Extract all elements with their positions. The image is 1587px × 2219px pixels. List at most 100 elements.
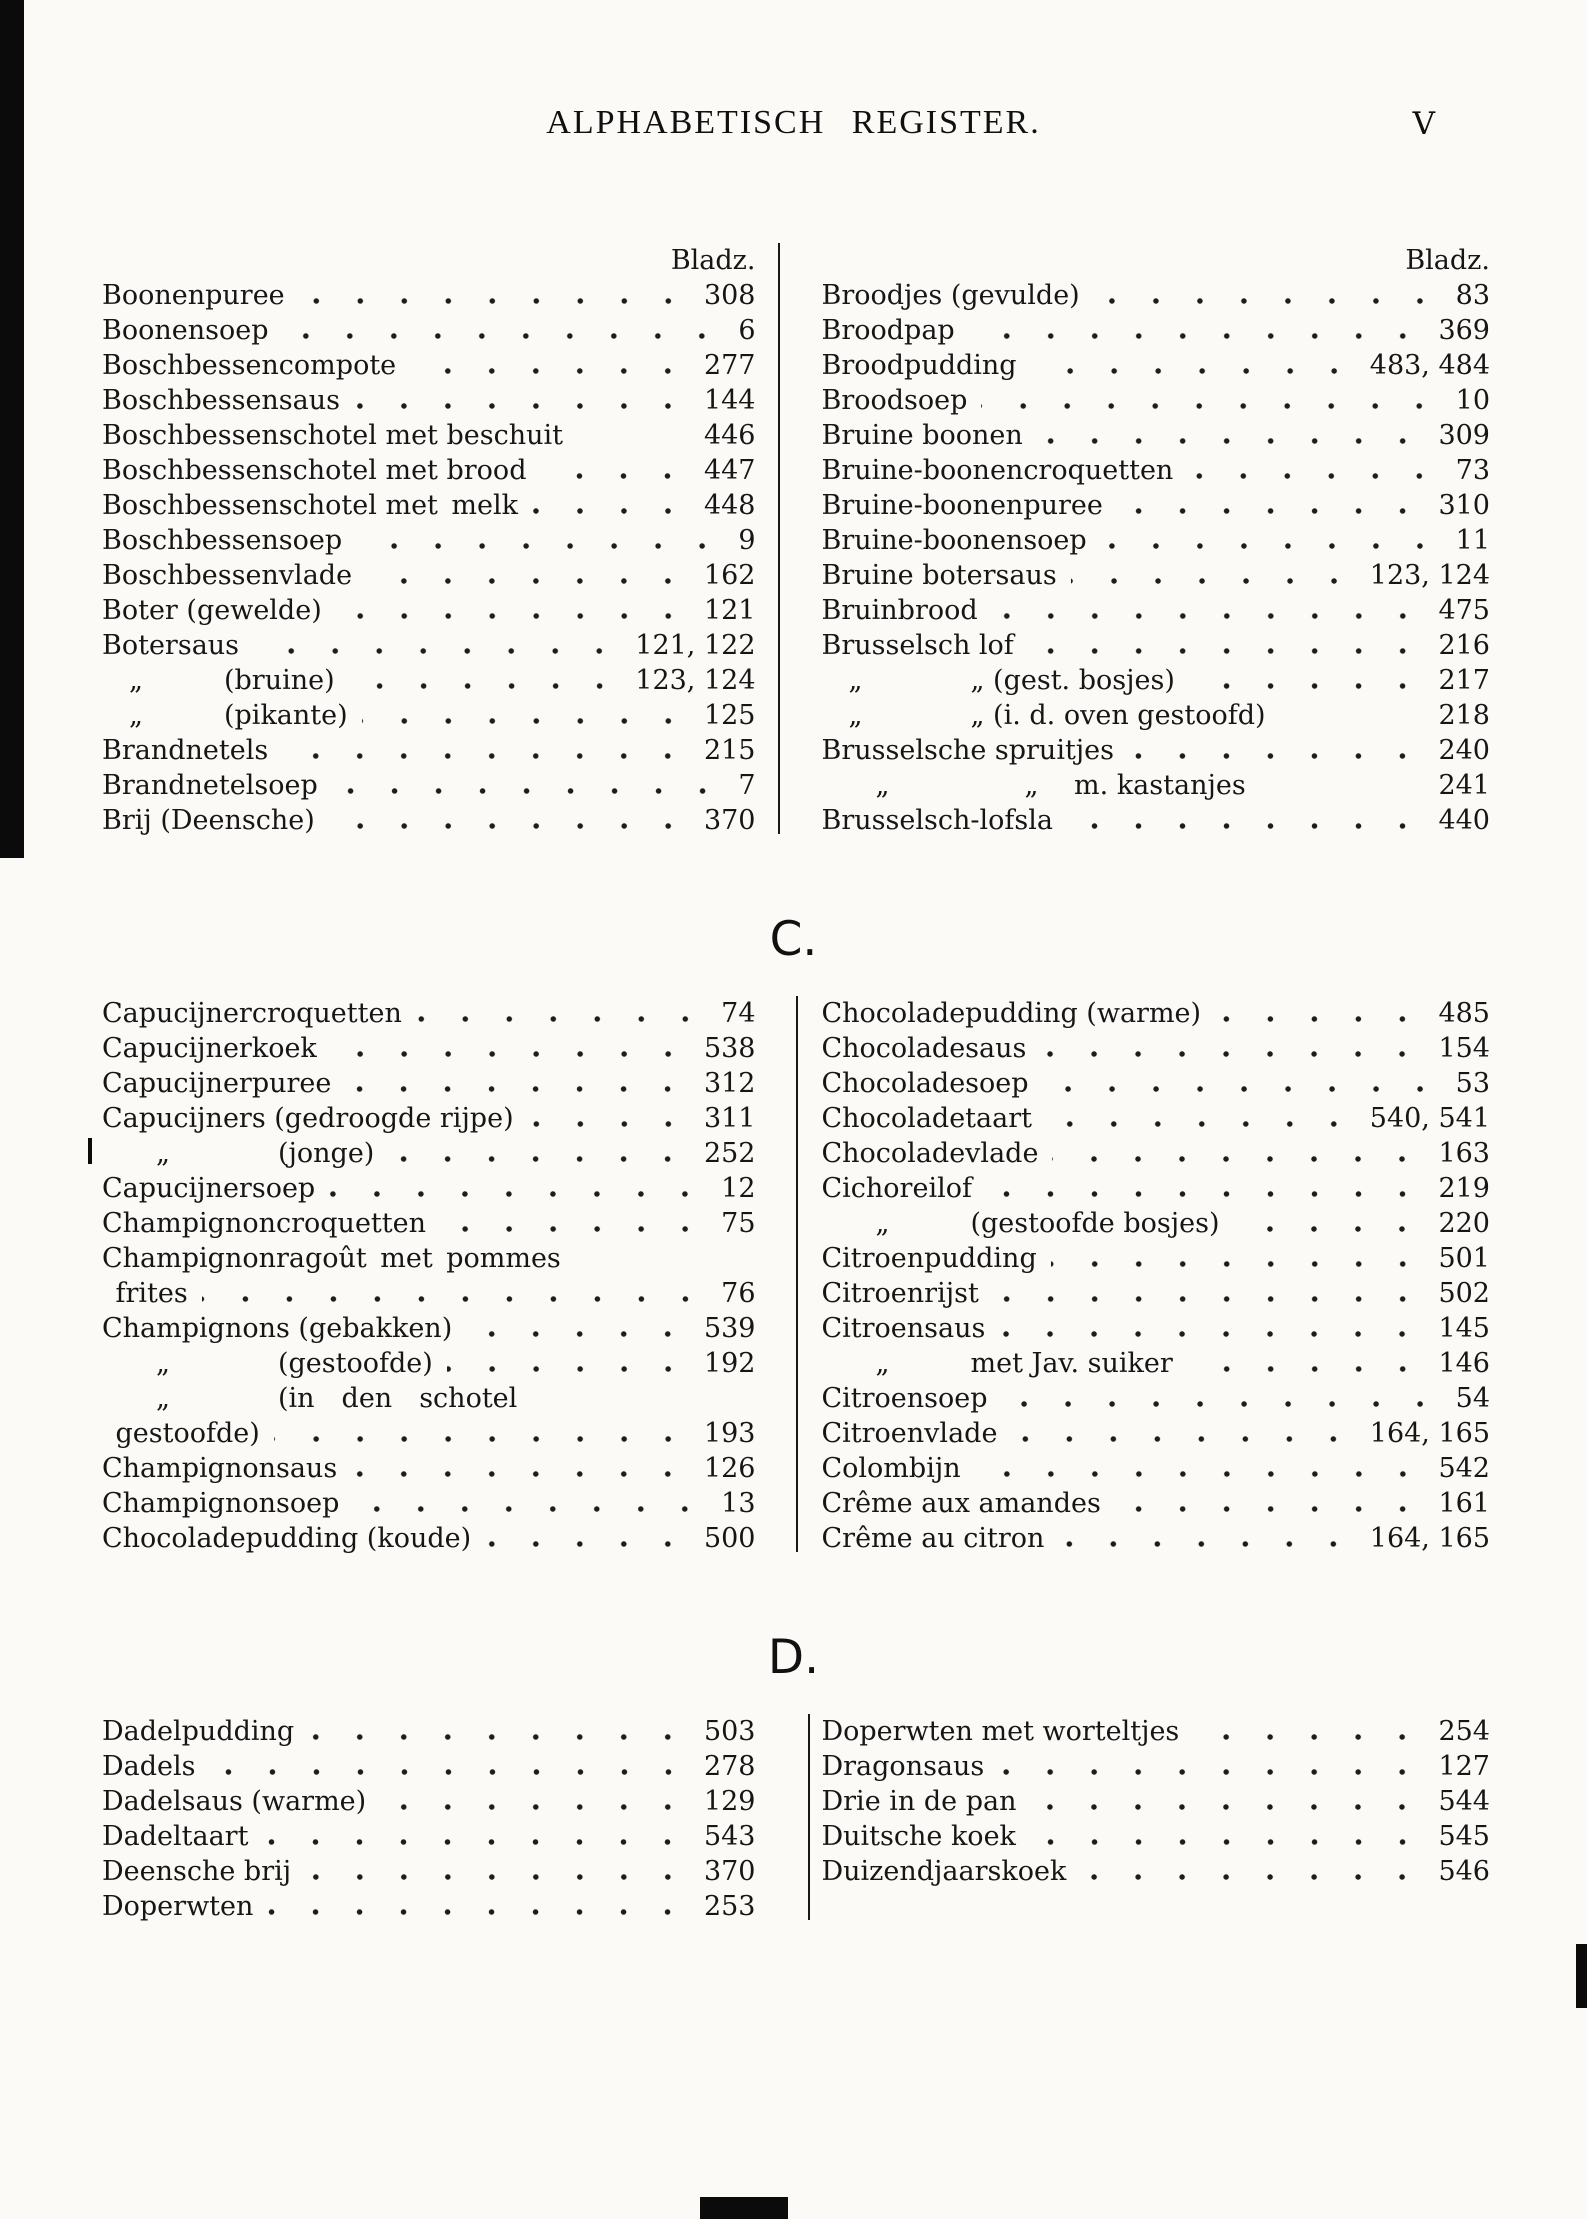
index-entry: Bruine-boonensoep 11 xyxy=(822,523,1490,558)
index-entry: Champignonragoût met pommes xyxy=(102,1241,756,1276)
dot-leader xyxy=(267,1889,692,1924)
entry-label: Champignons (gebakken) xyxy=(102,1313,453,1344)
dot-leader xyxy=(527,1101,692,1136)
section-letter: D. xyxy=(767,1630,820,1685)
entry-label: Broodpudding xyxy=(821,350,1017,381)
entry-page-number: 254 xyxy=(1438,1716,1490,1747)
entry-page-number: 154 xyxy=(1438,1033,1490,1064)
entry-page-number: 241 xyxy=(1438,770,1490,801)
index-column-right: Doperwten met worteltjes 254 Dragonsaus 127… xyxy=(794,1714,1492,1924)
entry-page-number: 502 xyxy=(1438,1278,1490,1309)
column-header-row: Bladz. xyxy=(102,243,756,278)
column-divider-rule xyxy=(807,1714,810,1920)
dot-leader xyxy=(366,558,692,593)
entry-page-number: 220 xyxy=(1438,1208,1490,1239)
index-entry: Brandnetelsoep 7 xyxy=(102,768,756,803)
index-entry: Boschbessensoep 9 xyxy=(102,523,756,558)
index-entry: Brandnetels 215 xyxy=(102,733,756,768)
index-entry: Boonenpuree 308 xyxy=(102,278,756,313)
entry-label: Boschbessenschotel met beschuit xyxy=(102,420,563,451)
dot-leader xyxy=(298,278,692,313)
index-entry: Brusselsch lof 216 xyxy=(822,628,1490,663)
dot-leader xyxy=(1186,1346,1427,1381)
dot-leader xyxy=(335,593,692,628)
entry-label: Crême aux amandes xyxy=(821,1488,1101,1519)
dot-leader xyxy=(1116,488,1427,523)
entry-label: frites xyxy=(102,1278,188,1309)
entry-label: Cichoreilof xyxy=(821,1173,972,1204)
entry-label: Citroenpudding xyxy=(821,1243,1037,1274)
entry-label: Bruinbrood xyxy=(821,595,978,626)
entry-page-number: 311 xyxy=(703,1103,756,1134)
entry-label: „ „ (gest. bosjes) xyxy=(821,665,1175,696)
entry-page-number: 501 xyxy=(1438,1243,1490,1274)
dot-leader xyxy=(388,1136,692,1171)
entry-page-number: 447 xyxy=(703,455,756,486)
index-entry: Boschbessenschotel met brood 447 xyxy=(102,453,756,488)
index-entry: gestoofde) 193 xyxy=(102,1416,756,1451)
register-index: Bladz. Boonenpuree 308 Boonensoep 6 Boschbess… xyxy=(96,243,1491,1924)
entry-label: gestoofde) xyxy=(102,1418,260,1449)
index-entry: Champignonsoep 13 xyxy=(102,1486,756,1521)
index-entry: „ (gestoofde bosjes) 220 xyxy=(822,1206,1490,1241)
index-entry: Boschbessenschotel met beschuit 446 xyxy=(102,418,756,453)
dot-leader xyxy=(531,1381,743,1416)
entry-page-number: 253 xyxy=(703,1891,756,1922)
entry-page-number: 240 xyxy=(1438,735,1490,766)
entry-page-number: 83 xyxy=(1455,280,1490,311)
dot-leader xyxy=(273,1416,692,1451)
index-entry: Capucijnersoep 12 xyxy=(102,1171,756,1206)
entry-page-number: 252 xyxy=(703,1138,756,1169)
entry-page-number: 129 xyxy=(703,1786,756,1817)
dot-leader xyxy=(981,383,1444,418)
entry-label: Doperwten met worteltjes xyxy=(821,1716,1180,1747)
entry-label: Crême au citron xyxy=(821,1523,1045,1554)
entry-label: „ (bruine) xyxy=(102,665,335,696)
index-entry: Duizendjaarskoek 546 xyxy=(822,1854,1490,1889)
dot-leader xyxy=(968,313,1427,348)
entry-page-number: 544 xyxy=(1438,1786,1490,1817)
dot-leader xyxy=(348,663,624,698)
entry-label: Boschbessensaus xyxy=(102,385,341,416)
index-entry: Broodpudding 483, 484 xyxy=(821,348,1490,383)
entry-label: Dadels xyxy=(102,1751,196,1782)
dot-leader xyxy=(305,1854,692,1889)
dot-leader xyxy=(282,313,727,348)
dot-leader xyxy=(1188,663,1427,698)
dot-leader xyxy=(1080,1854,1427,1889)
entry-label: Bruine-boonencroquetten xyxy=(821,455,1174,486)
dot-leader xyxy=(1066,803,1427,838)
entry-page-number: 11 xyxy=(1455,525,1490,556)
entry-label: Citroensaus xyxy=(821,1313,986,1344)
entry-page-number: 192 xyxy=(703,1348,756,1379)
dot-leader xyxy=(331,768,727,803)
column-header-bladz: Bladz. xyxy=(670,245,756,276)
index-entry: Champignonsaus 126 xyxy=(102,1451,756,1486)
index-entry: „ „ (i. d. oven gestoofd) 218 xyxy=(822,698,1491,733)
dot-leader xyxy=(1030,348,1358,383)
dot-leader xyxy=(1260,768,1427,803)
entry-page-number: 483, 484 xyxy=(1369,350,1490,381)
scan-artifact-left-speck xyxy=(88,1138,92,1164)
index-entry: Champignons (gebakken) 539 xyxy=(102,1311,756,1346)
dot-leader xyxy=(328,803,692,838)
index-column-right: Bladz. Broodjes (gevulde) 83 Broodpap 369 Bro… xyxy=(794,243,1492,838)
index-entry: Citroenrijst 502 xyxy=(822,1276,1490,1311)
entry-label: Champignonsaus xyxy=(102,1453,338,1484)
entry-label: Champignonragoût met pommes xyxy=(102,1243,561,1274)
entry-label: Drie in de pan xyxy=(821,1786,1017,1817)
dot-leader xyxy=(1100,523,1444,558)
dot-leader xyxy=(1114,1486,1427,1521)
dot-leader xyxy=(354,383,692,418)
entry-label: Deensche brij xyxy=(102,1856,292,1887)
dot-leader xyxy=(1040,1031,1427,1066)
entry-label: Doperwten xyxy=(102,1891,254,1922)
dot-leader xyxy=(308,1714,692,1749)
dot-leader xyxy=(1058,1521,1358,1556)
entry-label: Boschbessenvlade xyxy=(102,560,353,591)
page-title: ALPHABETISCH REGISTER. xyxy=(546,104,1041,141)
dot-leader xyxy=(485,1521,692,1556)
index-entry: Citroensaus 145 xyxy=(821,1311,1490,1346)
entry-page-number: 545 xyxy=(1438,1821,1490,1852)
